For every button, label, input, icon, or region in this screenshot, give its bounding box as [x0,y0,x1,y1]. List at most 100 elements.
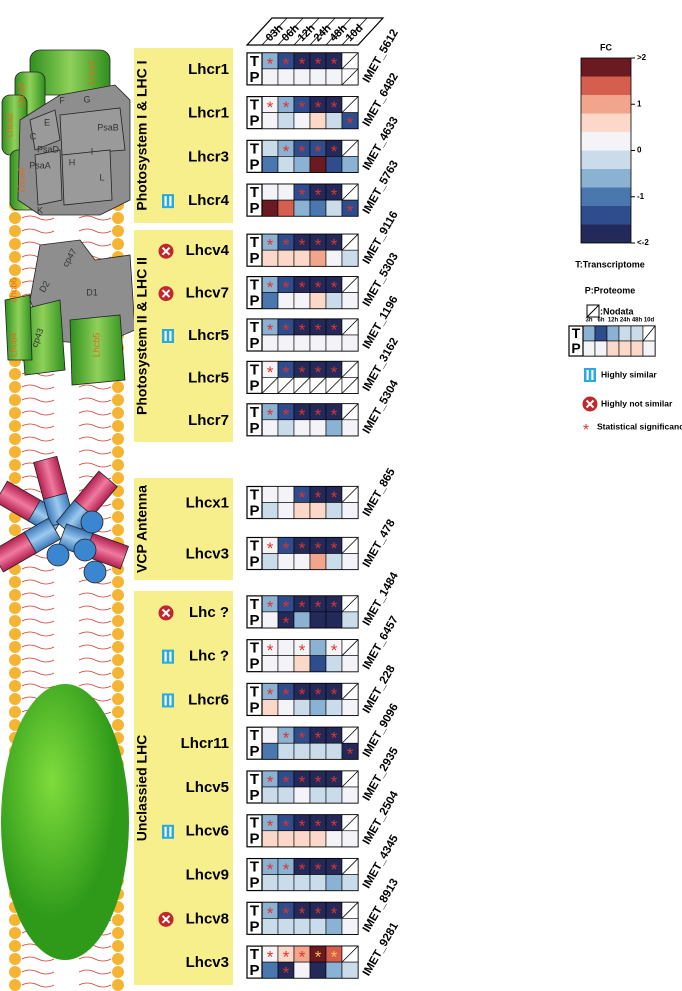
structure-label: Lhca1 [86,60,96,85]
heat-cell [341,918,359,935]
significance-star: * [331,320,338,339]
heat-cell [309,249,327,267]
heat-cell [341,961,359,979]
significance-star: * [331,860,338,879]
significance-star: * [299,98,306,117]
lipid-head [9,446,21,458]
heat-cell [261,874,279,891]
header-divider [293,17,320,46]
heat-cell [261,699,279,716]
lipid-head [112,225,124,237]
similar-icon [584,368,596,382]
structure-label: Lhca4 [16,168,26,193]
structure-label: I [91,146,94,156]
heat-cell [325,918,343,935]
lipid-tail [21,956,112,962]
significance-star: * [283,278,290,297]
significance-star: * [331,488,338,507]
lipid-head [112,940,124,952]
significance-star: * [283,539,290,558]
heat-cell [341,786,359,804]
legend-text: Highly not similar [601,398,673,408]
lipid-head [112,238,124,250]
lipid-head [112,654,124,666]
structure-label: E [44,117,50,127]
heat-cell [309,502,327,519]
row-letter: P [249,699,259,716]
dissimilar-icon-x [161,246,171,256]
structure-label: F [59,95,65,105]
similar-icon-bar [169,826,172,837]
significance-star: * [299,772,306,791]
colorbar-label: -1 [637,192,645,201]
significance-star: * [283,236,290,255]
nodata-slash [341,595,359,613]
lipid-head [112,498,124,510]
heat-cell [261,502,279,519]
header-divider [277,17,304,46]
heat-cell [293,830,311,848]
heat-cell [341,419,359,437]
nodata-slash [341,403,359,421]
gene-name: Lhcv3 [186,954,229,971]
row-letter: T [250,361,259,378]
significance-star: * [315,278,322,297]
significance-star: * [331,641,338,660]
heat-cell [261,553,279,570]
significance-star: * [299,488,306,507]
row-letter: P [571,340,580,356]
heat-cell [293,611,311,629]
heat-cell [341,830,359,848]
significance-star: * [283,142,290,161]
row-letter: P [249,250,259,267]
row-letter: T [250,319,259,336]
row-letter: T [250,859,259,876]
transcript-id: IMET_478 [361,517,398,569]
lipid-head [9,420,21,432]
colorbar-step [581,187,631,206]
significance-star: * [315,488,322,507]
similar-icon-bar [169,196,172,207]
header-divider [341,17,368,46]
significance-star: * [331,54,338,73]
lipid-head [112,693,124,705]
transcript-id: IMET_865 [361,466,398,518]
heat-cell [594,325,608,342]
significance-star: * [283,860,290,879]
heat-cell [325,742,343,760]
significance-star: * [267,278,274,297]
row-letter: T [250,140,259,157]
gene-name: Lhcr7 [188,412,229,429]
heat-cell [309,553,327,570]
lipid-tail [21,215,112,221]
heat-cell [293,786,311,804]
gene-name: Lhcr1 [188,105,229,122]
heat-cell [261,199,279,217]
nodata-slash [341,683,359,700]
lipid-head [9,628,21,640]
colorbar-step [581,95,631,114]
heat-cell [325,611,343,629]
row-letter: T [250,946,259,963]
similar-icon-bar [169,651,172,662]
heat-cell [293,156,311,173]
significance-star: * [315,860,322,879]
heat-cell [261,961,279,979]
significance-star: * [267,597,274,616]
group-box [134,591,233,985]
row-letter: P [249,831,259,848]
heat-cell [277,639,295,656]
significance-star: * [267,685,274,704]
row-letter: P [249,200,259,217]
heat-cell [261,830,279,848]
significance-star: * [283,54,290,73]
significance-star: * [299,539,306,558]
structure-label: PsaB [97,122,119,132]
heat-cell [594,340,608,357]
significance-star: * [299,405,306,424]
lipid-head [9,381,21,393]
lipid-head [9,459,21,471]
structure-label: D1 [86,287,98,297]
lipid-head [9,264,21,276]
heat-cell [341,699,359,716]
